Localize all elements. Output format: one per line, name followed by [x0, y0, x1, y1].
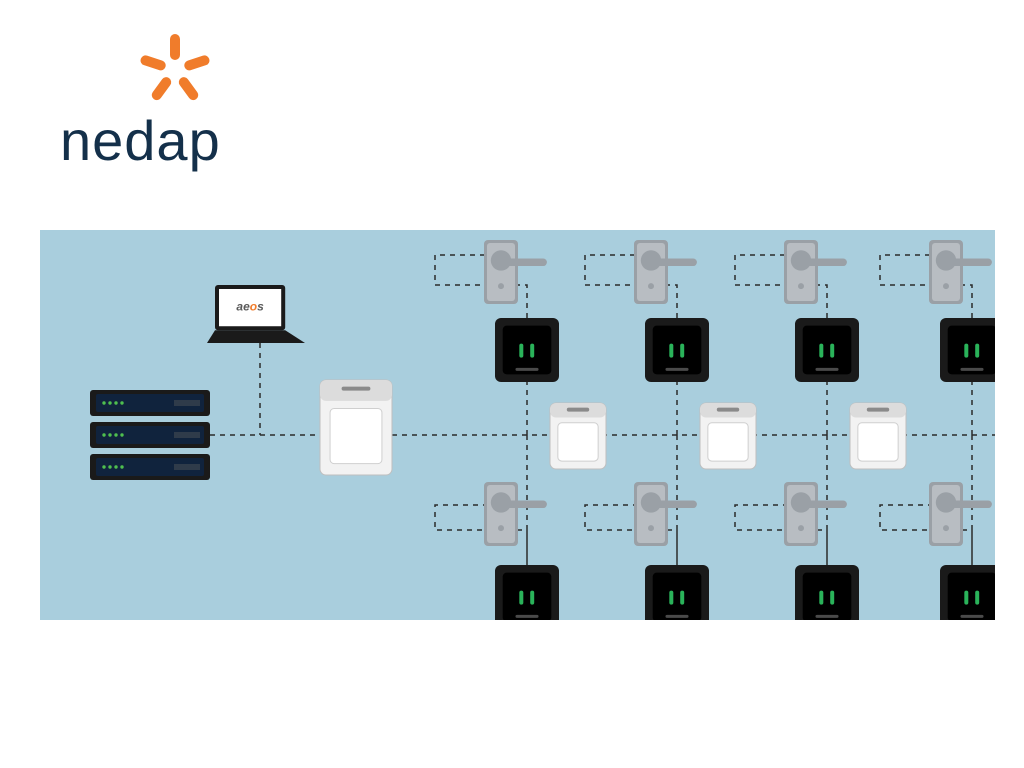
card-reader-icon [495, 318, 559, 382]
architecture-diagram: aeos [40, 230, 995, 620]
card-reader-icon [795, 318, 859, 382]
server-rack-icon [90, 390, 210, 480]
sub-controller-icon [550, 403, 606, 469]
brand-name-text: nedap [60, 109, 221, 172]
sub-controller-icon [700, 403, 756, 469]
brand-logo: nedap [60, 25, 290, 180]
sub-controller-icon [850, 403, 906, 469]
main-controller-icon [320, 380, 392, 475]
card-reader-icon [645, 565, 709, 620]
nedap-logo-icon: nedap [60, 25, 290, 175]
card-reader-icon [645, 318, 709, 382]
diagram-svg: aeos [40, 230, 995, 620]
card-reader-icon [795, 565, 859, 620]
laptop-screen-label: aeos [236, 300, 264, 314]
card-reader-icon [495, 565, 559, 620]
sub-controllers-group [550, 403, 906, 469]
page: nedap aeos [0, 0, 1024, 768]
card-reader-icon [940, 565, 995, 620]
card-reader-icon [940, 318, 995, 382]
